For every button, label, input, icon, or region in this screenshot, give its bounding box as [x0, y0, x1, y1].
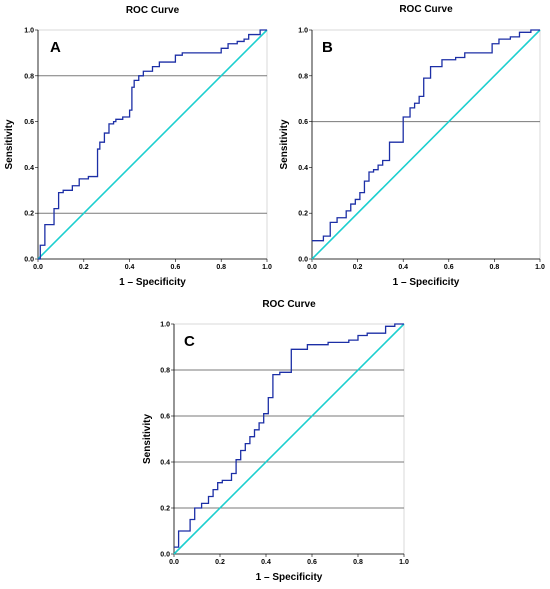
x-tick-label: 0.4 [125, 264, 135, 271]
y-tick-label: 0.4 [298, 165, 308, 172]
x-tick-label: 0.2 [353, 264, 363, 271]
x-tick-label: 0.2 [79, 264, 89, 271]
diagonal-reference-line [173, 323, 405, 555]
x-tick-label: 1.0 [399, 559, 409, 566]
x-tick-label: 0.0 [169, 559, 179, 566]
x-axis-title: 1 – Specificity [119, 277, 186, 288]
x-tick-label: 0.0 [307, 264, 317, 271]
chart-title: ROC Curve [126, 5, 180, 16]
y-axis-title: Sensitivity [279, 119, 290, 169]
y-tick-label: 0.6 [160, 414, 170, 421]
x-tick-label: 1.0 [262, 264, 272, 271]
roc-panel-a: 0.0 0.2 0.4 0.6 0.8 1.0 0.0 0.2 0.4 0.6 0.8 1.0 ROC … [4, 5, 272, 288]
x-tick-label: 0.4 [261, 559, 271, 566]
y-tick-label: 0.4 [160, 460, 170, 467]
roc-curve-line [38, 29, 267, 260]
roc-curve-line [312, 29, 540, 242]
y-tick-label: 0.6 [24, 119, 34, 126]
x-tick-label: 0.6 [307, 559, 317, 566]
x-tick-label: 0.4 [398, 264, 408, 271]
diagonal-reference-line [311, 29, 541, 260]
y-tick-label: 1.0 [298, 28, 308, 35]
y-tick-label: 0.6 [298, 119, 308, 126]
diagonal-reference-line [37, 29, 268, 260]
y-tick-label: 0.2 [160, 506, 170, 513]
y-tick-label: 1.0 [160, 322, 170, 329]
y-tick-label: 0.4 [24, 165, 34, 172]
x-axis-title: 1 – Specificity [393, 277, 460, 288]
x-tick-label: 0.8 [353, 559, 363, 566]
x-tick-label: 0.6 [444, 264, 454, 271]
panel-label: B [322, 39, 333, 56]
y-tick-label: 0.2 [24, 211, 34, 218]
y-tick-label: 1.0 [24, 28, 34, 35]
y-tick-label: 0.0 [160, 552, 170, 559]
y-tick-label: 0.0 [24, 257, 34, 264]
x-tick-label: 0.0 [33, 264, 43, 271]
roc-curve-line [174, 323, 404, 548]
x-tick-label: 0.8 [216, 264, 226, 271]
x-tick-label: 0.2 [215, 559, 225, 566]
y-axis-title: Sensitivity [4, 119, 15, 169]
x-tick-label: 0.6 [171, 264, 181, 271]
y-tick-label: 0.0 [298, 257, 308, 264]
panel-label: A [50, 39, 61, 56]
chart-title: ROC Curve [399, 4, 453, 15]
roc-panel-b: 0.0 0.2 0.4 0.6 0.8 1.0 0.0 0.2 0.4 0.6 0.8 1.0 ROC … [279, 4, 545, 288]
y-tick-label: 0.2 [298, 211, 308, 218]
x-tick-label: 0.8 [490, 264, 500, 271]
panel-label: C [184, 333, 195, 350]
y-tick-label: 0.8 [24, 73, 34, 80]
roc-panel-c: 0.0 0.2 0.4 0.6 0.8 1.0 0.0 0.2 0.4 0.6 0.8 1.0 ROC … [142, 299, 409, 583]
x-axis-title: 1 – Specificity [256, 572, 323, 583]
y-tick-label: 0.8 [160, 368, 170, 375]
chart-title: ROC Curve [262, 299, 316, 310]
y-tick-label: 0.8 [298, 73, 308, 80]
y-axis-title: Sensitivity [142, 414, 153, 464]
x-tick-label: 1.0 [535, 264, 545, 271]
